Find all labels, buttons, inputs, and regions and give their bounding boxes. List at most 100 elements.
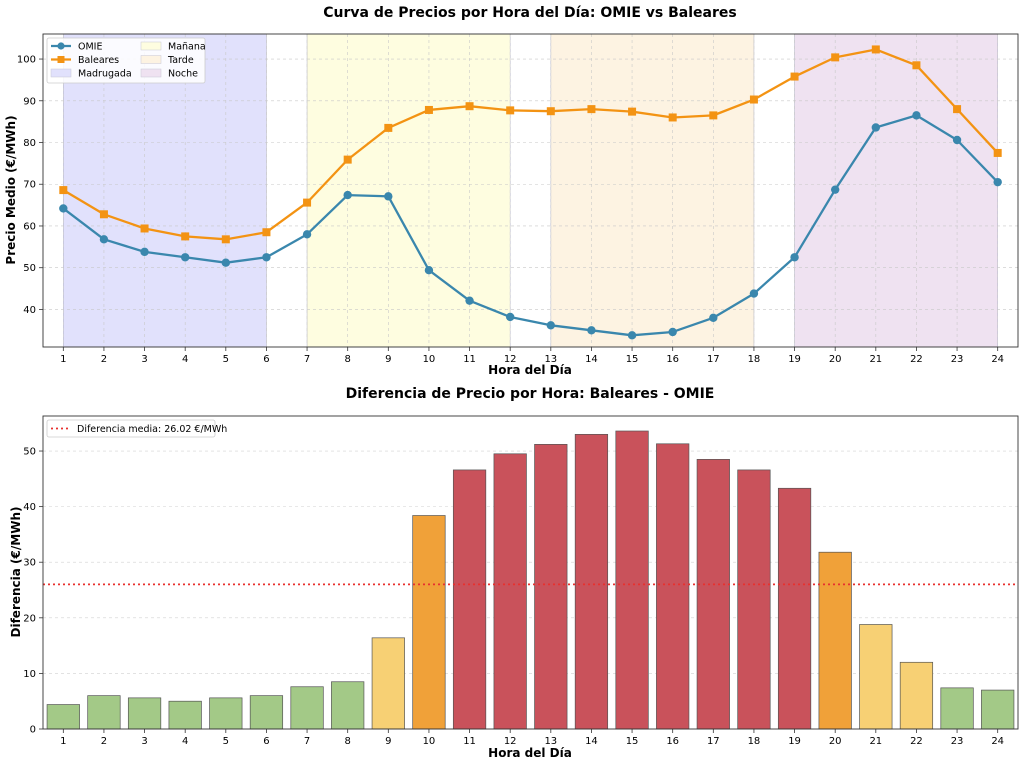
x-tick-label: 24 [991, 736, 1004, 747]
y-tick-label: 10 [23, 669, 36, 680]
legend-label-mañana: Mañana [168, 42, 206, 53]
y-tick-label: 40 [23, 502, 36, 513]
data-point-omie [993, 177, 1002, 187]
bar-hour-14 [574, 433, 609, 730]
legend-swatch-madrugada [50, 68, 72, 78]
data-point-omie [221, 258, 231, 267]
data-point-omie [871, 123, 881, 132]
data-point-omie [302, 230, 312, 239]
x-tick-label: 14 [585, 354, 598, 365]
x-tick-label: 21 [869, 354, 882, 365]
x-tick-label: 20 [829, 736, 842, 747]
x-tick-label: 8 [345, 354, 351, 365]
series-line-baleares [62, 48, 999, 241]
x-tick-label: 10 [423, 736, 436, 747]
chart1-axes-frame [42, 33, 1019, 348]
y-tick-label: 30 [23, 558, 36, 569]
data-point-omie [709, 313, 718, 322]
bar-hour-19 [777, 487, 812, 730]
bar-hour-10 [412, 515, 446, 730]
bar-hour-11 [452, 469, 487, 730]
data-point-baleares [790, 72, 799, 81]
x-tick-label: 22 [910, 736, 923, 747]
data-point-baleares [424, 105, 433, 114]
chart1-legend: OMIE Baleares Madrugada Mañana Tarde Noche [46, 37, 206, 84]
legend-label-tarde: Tarde [167, 55, 194, 66]
x-tick-label: 1 [60, 354, 66, 365]
legend-box [46, 37, 206, 84]
x-tick-label: 13 [544, 354, 557, 365]
data-point-omie [790, 253, 799, 262]
data-point-omie [384, 192, 393, 201]
bar-hour-23 [940, 687, 974, 730]
x-tick-label: 9 [385, 736, 391, 747]
band-mañana [306, 33, 511, 348]
data-point-omie [465, 296, 474, 305]
x-tick-label: 17 [707, 354, 720, 365]
x-tick-label: 16 [666, 736, 679, 747]
x-tick-label: 19 [788, 736, 801, 747]
bar-hour-22 [899, 661, 934, 730]
data-point-omie [262, 253, 271, 262]
x-tick-label: 20 [829, 354, 842, 365]
data-point-baleares [953, 105, 962, 114]
x-tick-label: 23 [951, 736, 964, 747]
x-tick-label: 23 [951, 354, 964, 365]
data-point-baleares [506, 106, 515, 115]
bar-hour-4 [168, 700, 202, 730]
x-tick-label: 9 [385, 354, 391, 365]
chart1-x-axis-label: Hora del Día [488, 363, 572, 377]
x-tick-label: 6 [263, 736, 269, 747]
data-point-omie [749, 289, 759, 298]
price-curve-chart: Curva de Precios por Hora del Día: OMIE … [4, 5, 1019, 377]
x-tick-label: 16 [666, 354, 679, 365]
x-tick-label: 4 [182, 354, 188, 365]
x-tick-label: 14 [585, 736, 598, 747]
legend-label-omie: OMIE [78, 42, 102, 53]
data-point-baleares [262, 228, 271, 237]
bar-hour-12 [493, 453, 527, 730]
y-tick-label: 60 [23, 221, 36, 232]
x-tick-label: 7 [304, 354, 310, 365]
bar-hour-24 [981, 689, 1015, 730]
bar-hour-20 [818, 551, 852, 730]
x-tick-label: 21 [869, 736, 882, 747]
bar-hour-17 [696, 459, 730, 730]
legend-label-noche: Noche [168, 69, 198, 80]
bar-hour-13 [534, 444, 568, 730]
legend-marker-omie [57, 42, 65, 50]
chart1-title: Curva de Precios por Hora del Día: OMIE … [323, 5, 736, 21]
data-point-baleares [181, 232, 190, 241]
price-difference-chart: Diferencia de Precio por Hora: Baleares … [9, 386, 1019, 760]
x-tick-label: 1 [60, 736, 66, 747]
data-point-omie [424, 266, 434, 275]
chart2-axes-frame [42, 415, 1019, 730]
data-point-baleares [99, 210, 108, 219]
data-point-omie [140, 247, 149, 257]
data-point-baleares [993, 148, 1002, 157]
y-tick-label: 70 [23, 180, 36, 191]
y-tick-label: 0 [30, 725, 36, 736]
band-madrugada [63, 33, 267, 348]
band-tarde [550, 33, 755, 348]
data-point-omie [343, 190, 352, 200]
data-point-baleares [140, 224, 149, 233]
y-tick-label: 20 [23, 613, 36, 624]
chart2-y-axis-label: Diferencia (€/MWh) [9, 507, 23, 638]
bar-hour-9 [371, 637, 405, 730]
data-point-baleares [749, 95, 758, 104]
x-tick-label: 15 [626, 354, 639, 365]
data-point-baleares [871, 45, 880, 54]
bar-hour-3 [127, 697, 162, 730]
x-tick-label: 12 [504, 736, 517, 747]
y-tick-label: 50 [23, 447, 36, 458]
x-tick-label: 3 [141, 736, 147, 747]
x-tick-label: 10 [423, 354, 436, 365]
y-tick-label: 80 [23, 138, 36, 149]
y-tick-label: 100 [17, 55, 36, 66]
chart2-x-axis-label: Hora del Día [488, 746, 572, 760]
legend-swatch-mañana [140, 41, 162, 51]
x-tick-label: 5 [223, 736, 229, 747]
series-line-omie [62, 114, 999, 337]
